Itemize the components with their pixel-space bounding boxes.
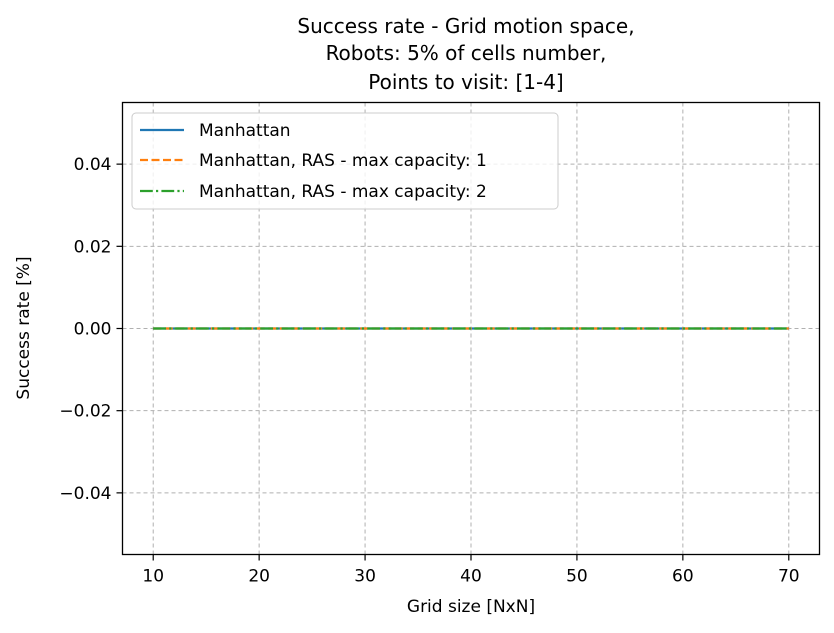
legend: Manhattan Manhattan, RAS - max capacity:… xyxy=(131,112,559,210)
chart-title-line-3: Points to visit: [1-4] xyxy=(368,70,563,94)
y-axis-label: Success rate [%] xyxy=(14,256,34,399)
x-tick-label: 50 xyxy=(566,567,588,587)
chart-title: Success rate - Grid motion space, Robots… xyxy=(297,14,634,94)
axis-ticks: 10 20 30 40 50 60 70 −0.04 −0.02 0.00 0.02 0.04 xyxy=(59,155,799,586)
x-tick-label: 60 xyxy=(672,567,694,587)
y-tick-label: 0.02 xyxy=(74,237,112,257)
y-tick-label: 0.00 xyxy=(74,320,112,340)
legend-label-ras-capacity-2: Manhattan, RAS - max capacity: 2 xyxy=(199,182,487,202)
x-axis-label: Grid size [NxN] xyxy=(407,597,535,617)
legend-label-ras-capacity-1: Manhattan, RAS - max capacity: 1 xyxy=(199,151,487,171)
x-tick-label: 30 xyxy=(354,567,376,587)
y-tick-label: 0.04 xyxy=(74,155,112,175)
chart-title-line-2: Robots: 5% of cells number, xyxy=(326,41,607,65)
x-tick-label: 20 xyxy=(248,567,270,587)
legend-box xyxy=(131,112,559,210)
x-tick-label: 10 xyxy=(142,567,164,587)
legend-label-manhattan: Manhattan xyxy=(199,121,291,141)
y-tick-label: −0.02 xyxy=(59,402,111,422)
plot-frame xyxy=(121,101,821,556)
y-tick-label: −0.04 xyxy=(59,484,111,504)
chart-title-line-1: Success rate - Grid motion space, xyxy=(297,14,634,38)
x-tick-label: 40 xyxy=(460,567,482,587)
x-tick-label: 70 xyxy=(778,567,800,587)
